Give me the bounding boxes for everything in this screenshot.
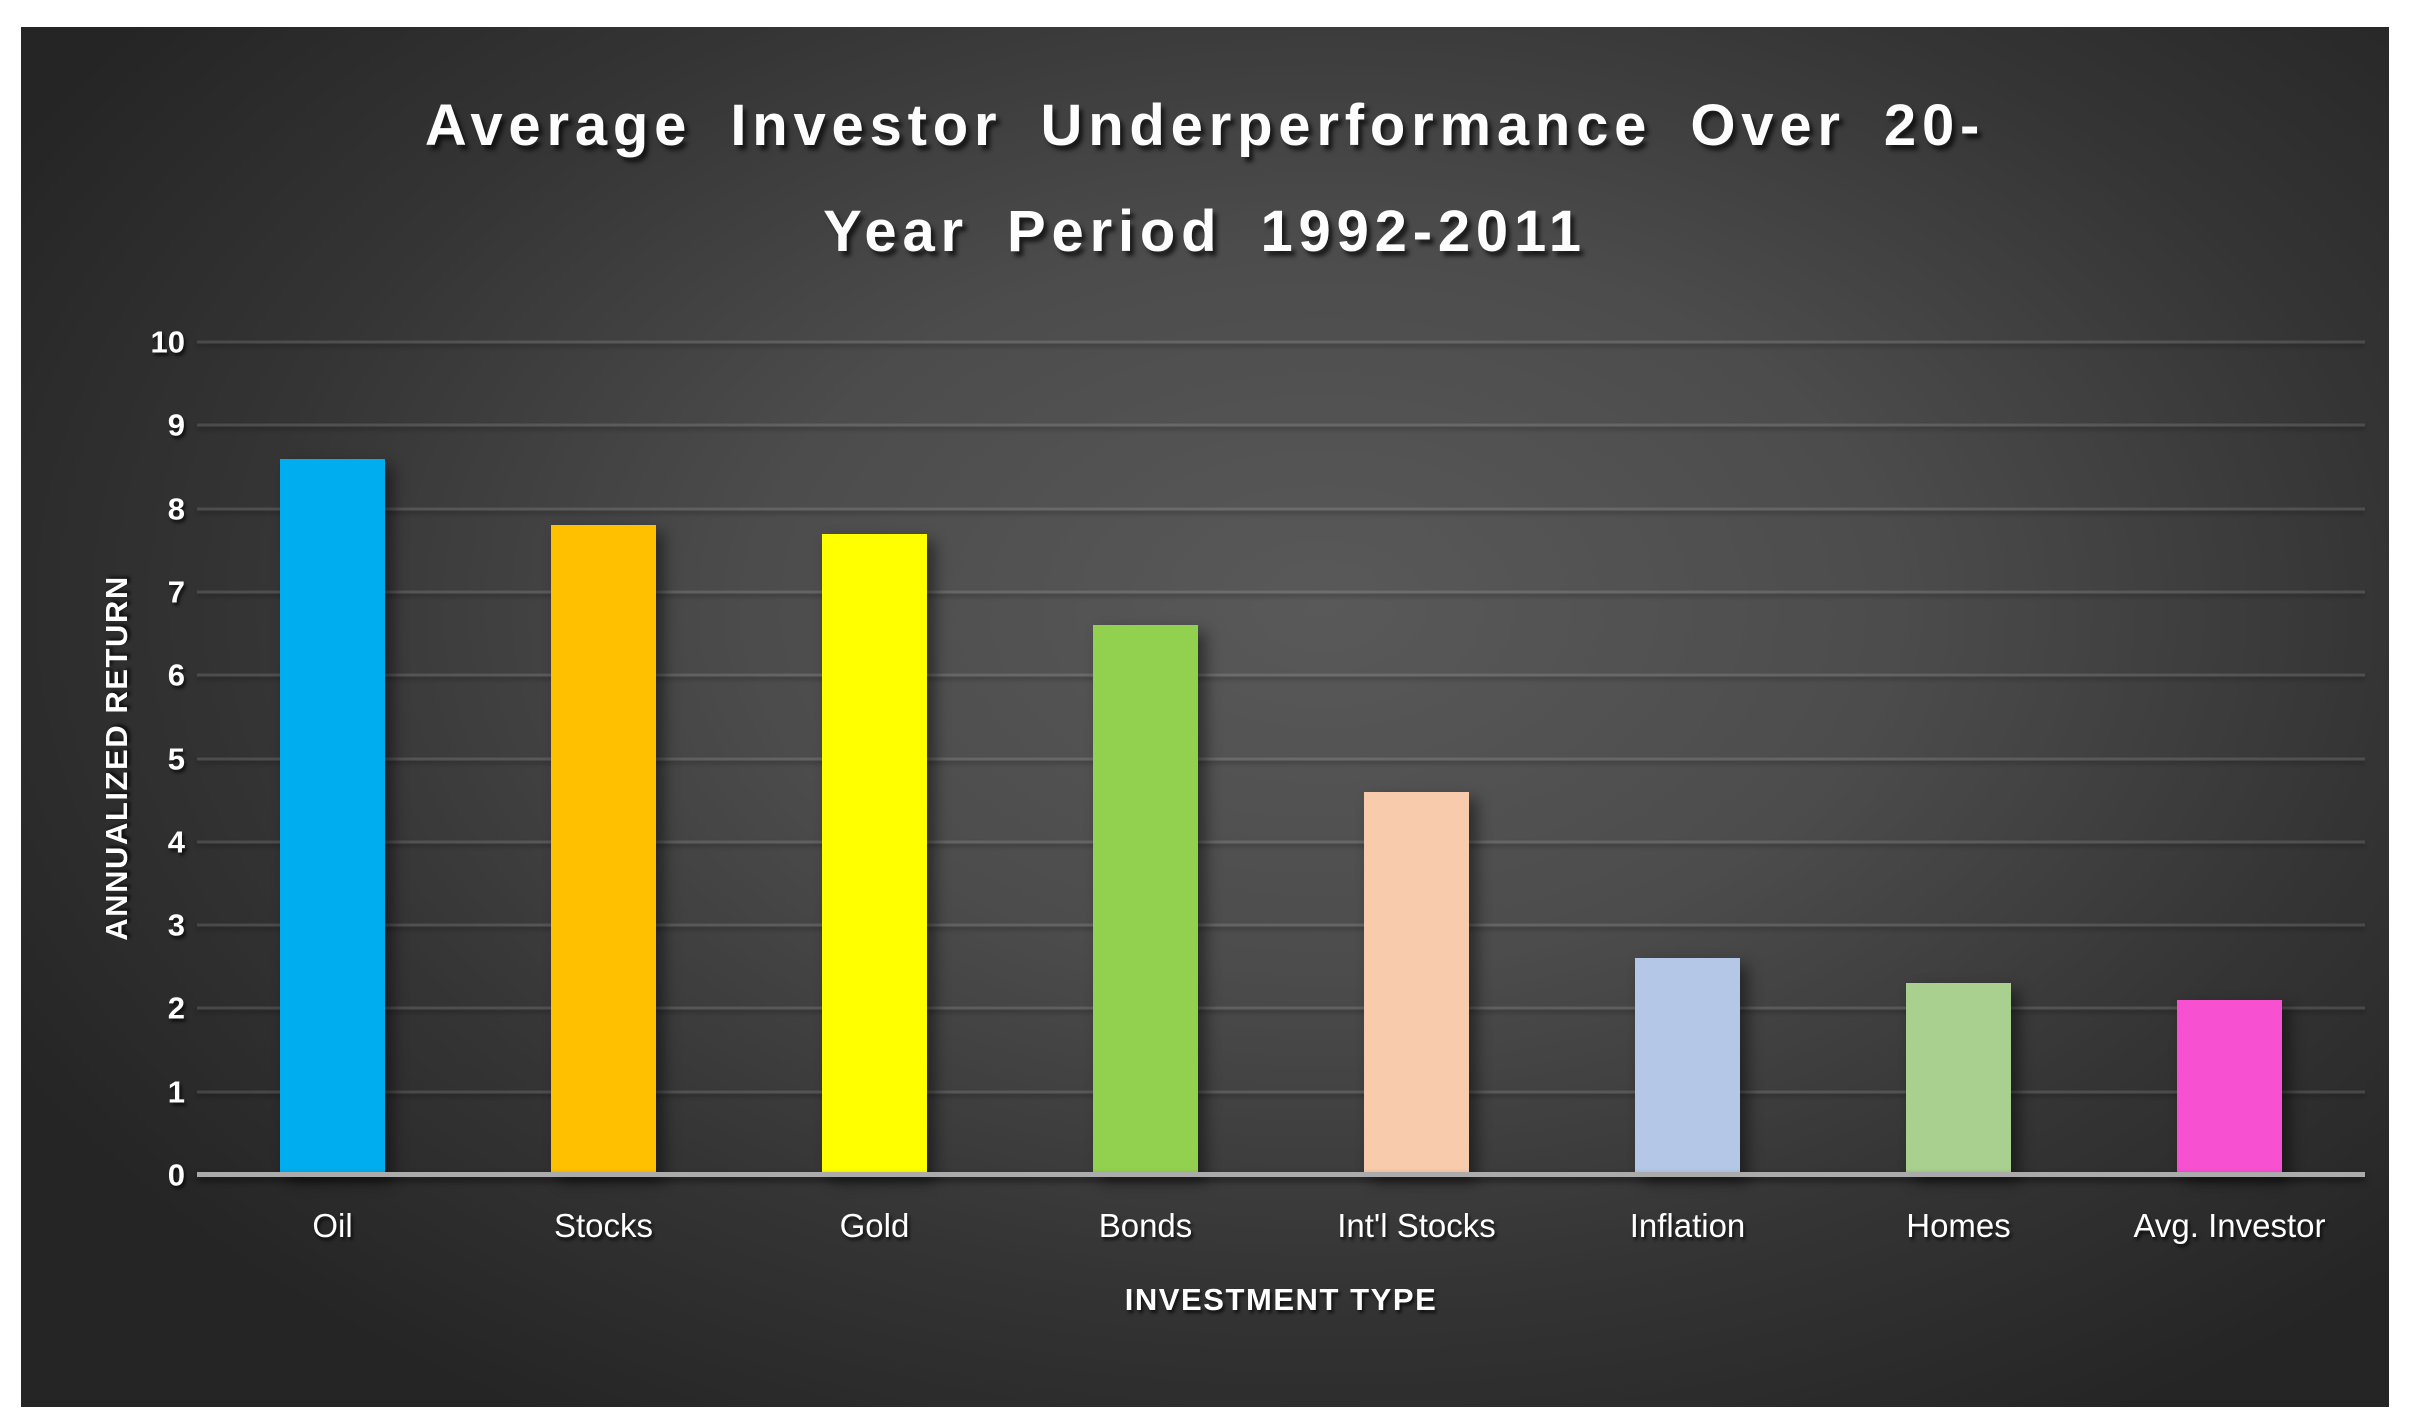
y-tick-label: 4 — [167, 824, 185, 860]
chart-title: Average Investor Underperformance Over 2… — [21, 73, 2389, 285]
y-tick-label: 7 — [167, 574, 185, 610]
gridline — [197, 923, 2365, 927]
bar-slot — [739, 342, 1010, 1175]
gridline — [197, 840, 2365, 844]
bar-gold — [821, 533, 928, 1175]
y-tick-label: 2 — [167, 990, 185, 1026]
gridline — [197, 1006, 2365, 1010]
bar-inflation — [1634, 958, 1741, 1175]
x-category-label: Oil — [312, 1207, 353, 1244]
bar-avg-investor — [2176, 1000, 2283, 1175]
gridline — [197, 423, 2365, 427]
gridline — [197, 590, 2365, 594]
x-axis-line — [197, 1172, 2365, 1177]
y-tick-label: 5 — [167, 741, 185, 776]
bar-slot — [1281, 342, 1552, 1175]
bar-bonds — [1092, 625, 1199, 1175]
bar-int-l-stocks — [1363, 791, 1470, 1175]
x-category-label: Homes — [1906, 1207, 2011, 1244]
y-axis-tick-labels: 0 1 2 3 4 5 6 7 8 9 10 — [81, 327, 185, 1191]
bar-slot — [1823, 342, 2094, 1175]
y-tick-label: 8 — [167, 491, 185, 527]
chart-title-line-1: Average Investor Underperformance Over 2… — [424, 93, 1986, 158]
y-tick-label: 10 — [150, 324, 185, 360]
bar-slot — [1010, 342, 1281, 1175]
bar-oil — [279, 458, 386, 1175]
y-tick-label: 3 — [167, 907, 185, 943]
y-tick-label: 6 — [167, 657, 185, 693]
bar-homes — [1905, 983, 2012, 1175]
gridline — [197, 1090, 2365, 1094]
gridline — [197, 673, 2365, 677]
x-category-label: Inflation — [1629, 1207, 1746, 1244]
gridline — [197, 757, 2365, 760]
x-category-label: Stocks — [553, 1207, 654, 1244]
gridline — [197, 507, 2365, 511]
bar-slot — [1552, 342, 1823, 1175]
chart-surface: Average Investor Underperformance Over 2… — [21, 27, 2389, 1407]
bars-container — [197, 342, 2365, 1175]
x-axis-title: INVESTMENT TYPE — [1124, 1282, 1438, 1317]
x-axis-category-labels: Oil Stocks Gold Bonds Int'l Stocks Inflation H… — [197, 1207, 2365, 1245]
bar-slot — [468, 342, 739, 1175]
chart-title-line-2: Year Period 1992-2011 — [823, 199, 1587, 264]
y-tick-label: 0 — [167, 1157, 185, 1193]
plot-area — [197, 340, 2365, 1177]
y-tick-label: 9 — [167, 407, 185, 443]
bar-stocks — [550, 525, 657, 1175]
x-category-label: Avg. Investor — [2133, 1207, 2326, 1244]
x-category-label: Int'l Stocks — [1337, 1207, 1496, 1244]
y-tick-label: 1 — [167, 1074, 185, 1110]
gridline — [197, 340, 2365, 344]
x-category-label: Gold — [839, 1207, 910, 1244]
bar-slot — [2094, 342, 2365, 1175]
x-category-label: Bonds — [1098, 1207, 1193, 1244]
bar-slot — [197, 342, 468, 1175]
